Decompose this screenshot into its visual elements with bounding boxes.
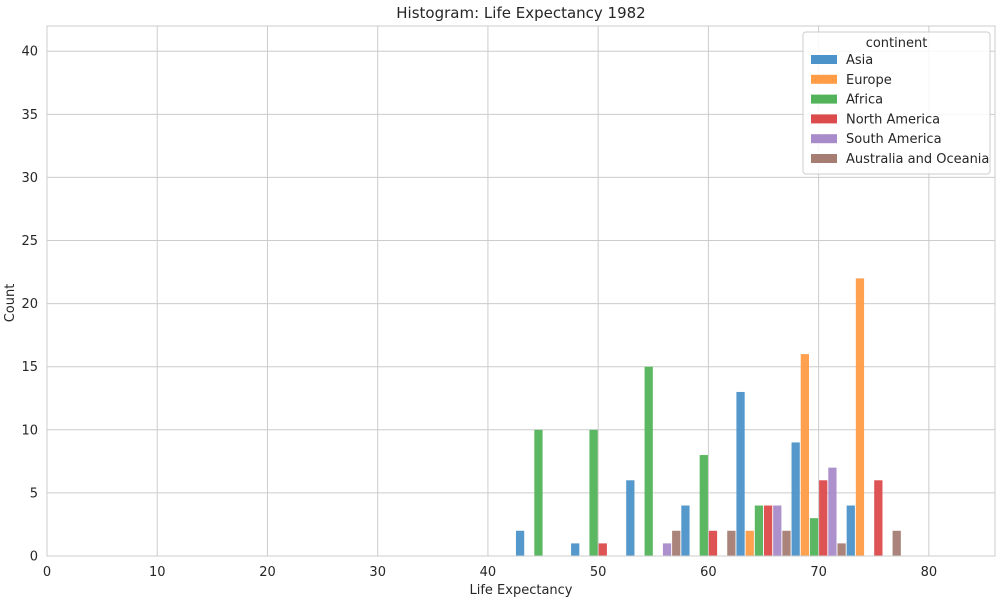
- bar-asia: [681, 505, 690, 556]
- bar-north-america: [763, 505, 773, 556]
- y-tick-label: 35: [21, 108, 38, 123]
- x-axis-label: Life Expectancy: [469, 583, 572, 598]
- legend-swatch: [811, 74, 837, 84]
- bar-asia: [846, 505, 855, 556]
- legend-box: [802, 31, 991, 175]
- bar-north-america: [874, 480, 883, 556]
- bar-north-america: [708, 530, 718, 556]
- bar-africa: [589, 429, 598, 556]
- bar-africa: [699, 455, 708, 556]
- x-tick-label: 10: [149, 565, 166, 580]
- legend-entry: Africa: [846, 93, 883, 108]
- bar-australia-and-oceania: [727, 530, 736, 556]
- bar-asia: [626, 480, 635, 556]
- bar-europe: [855, 278, 865, 556]
- bar-north-america: [819, 480, 828, 556]
- legend-entry: Australia and Oceania: [846, 152, 989, 167]
- bar-asia: [515, 530, 525, 556]
- bars: [515, 278, 901, 556]
- x-tick-label: 20: [259, 565, 276, 580]
- legend-entry: Europe: [846, 73, 892, 88]
- y-tick-label: 20: [21, 297, 38, 312]
- y-ticks: 0 5 10 15 20 25 30 35 40: [21, 45, 38, 565]
- y-tick-label: 5: [30, 486, 38, 501]
- legend: continent Asia Europe Africa North America So…: [802, 31, 991, 175]
- x-tick-label: 0: [43, 565, 51, 580]
- bar-africa: [809, 518, 819, 556]
- x-tick-label: 50: [590, 565, 607, 580]
- bar-europe: [800, 354, 809, 556]
- legend-entry: Asia: [846, 53, 873, 68]
- legend-swatch: [811, 114, 837, 124]
- legend-swatch: [811, 94, 837, 104]
- chart-title: Histogram: Life Expectancy 1982: [396, 4, 645, 22]
- x-tick-label: 60: [700, 565, 717, 580]
- legend-entry: South America: [846, 132, 942, 147]
- y-tick-label: 0: [30, 550, 38, 565]
- bar-south-america: [828, 467, 837, 556]
- x-tick-label: 30: [369, 565, 386, 580]
- bar-australia-and-oceania: [782, 530, 791, 556]
- legend-title: continent: [866, 36, 928, 51]
- legend-swatch: [811, 154, 837, 163]
- bar-australia-and-oceania: [837, 543, 846, 556]
- legend-entry: North America: [846, 112, 940, 127]
- bar-asia: [791, 442, 800, 556]
- x-tick-label: 80: [921, 565, 938, 580]
- y-axis-label: Count: [3, 284, 18, 323]
- bar-africa: [534, 429, 543, 556]
- bar-south-america: [662, 543, 672, 556]
- y-tick-label: 40: [21, 45, 38, 60]
- bar-australia-and-oceania: [892, 530, 901, 556]
- x-tick-label: 70: [810, 565, 827, 580]
- bar-australia-and-oceania: [672, 530, 681, 556]
- y-tick-label: 30: [21, 171, 38, 186]
- bar-africa: [754, 505, 764, 556]
- y-tick-label: 10: [21, 423, 38, 438]
- legend-swatch: [811, 134, 837, 144]
- y-tick-label: 15: [21, 360, 38, 375]
- bar-asia: [571, 543, 580, 556]
- y-tick-label: 25: [21, 234, 38, 249]
- bar-north-america: [598, 543, 607, 556]
- bar-south-america: [773, 505, 782, 556]
- bar-asia: [736, 391, 745, 556]
- x-tick-label: 40: [480, 565, 497, 580]
- bar-africa: [644, 366, 653, 556]
- legend-swatch: [811, 55, 837, 64]
- x-ticks: 0 10 20 30 40 50 60 70 80: [43, 565, 937, 580]
- bar-europe: [745, 530, 754, 556]
- plot-frame: [46, 25, 996, 557]
- grid-lines: [46, 26, 995, 557]
